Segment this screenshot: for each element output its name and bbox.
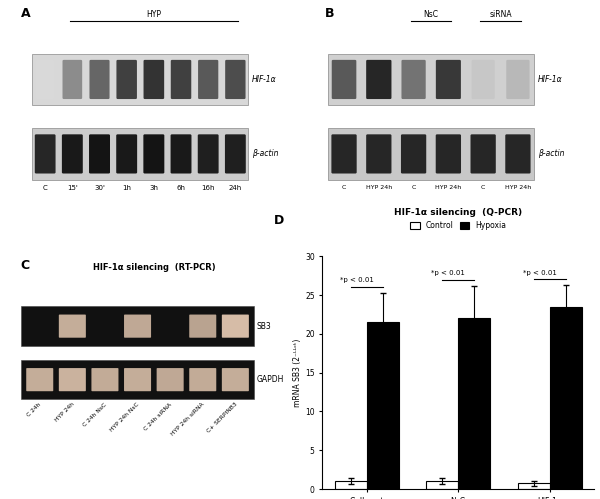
- Text: C 24h siRNA: C 24h siRNA: [143, 402, 173, 432]
- Text: HYP: HYP: [146, 10, 161, 19]
- FancyBboxPatch shape: [36, 60, 55, 99]
- FancyBboxPatch shape: [170, 134, 191, 174]
- Text: 15': 15': [67, 185, 78, 191]
- FancyBboxPatch shape: [225, 60, 245, 99]
- FancyBboxPatch shape: [143, 60, 164, 99]
- FancyBboxPatch shape: [189, 368, 216, 391]
- FancyBboxPatch shape: [331, 134, 356, 174]
- FancyBboxPatch shape: [32, 128, 248, 180]
- FancyBboxPatch shape: [401, 60, 426, 99]
- FancyBboxPatch shape: [35, 134, 56, 174]
- Text: C: C: [412, 185, 416, 190]
- FancyBboxPatch shape: [505, 134, 530, 174]
- Text: HYP 24h: HYP 24h: [365, 185, 392, 190]
- Text: C: C: [342, 185, 346, 190]
- FancyBboxPatch shape: [436, 134, 461, 174]
- Text: 24h: 24h: [229, 185, 242, 191]
- Text: 30': 30': [94, 185, 105, 191]
- Bar: [426, 481, 458, 489]
- FancyBboxPatch shape: [436, 60, 461, 99]
- Text: β-actin: β-actin: [252, 149, 278, 158]
- Text: A: A: [21, 7, 31, 20]
- Text: *p < 0.01: *p < 0.01: [340, 277, 374, 283]
- Y-axis label: mRNA SB3 (2⁻ᴸᴸᶜᵗ): mRNA SB3 (2⁻ᴸᴸᶜᵗ): [293, 338, 302, 407]
- FancyBboxPatch shape: [157, 368, 184, 391]
- FancyBboxPatch shape: [222, 368, 249, 391]
- FancyBboxPatch shape: [171, 60, 191, 99]
- FancyBboxPatch shape: [21, 306, 254, 346]
- Legend: Control, Hypoxia: Control, Hypoxia: [407, 218, 509, 234]
- FancyBboxPatch shape: [26, 368, 53, 391]
- FancyBboxPatch shape: [116, 134, 137, 174]
- Text: HIF-1α: HIF-1α: [538, 75, 562, 84]
- Text: β-actin: β-actin: [538, 149, 564, 158]
- Bar: [458, 318, 490, 489]
- Text: *p < 0.01: *p < 0.01: [523, 269, 557, 276]
- FancyBboxPatch shape: [32, 54, 248, 105]
- FancyBboxPatch shape: [472, 60, 495, 99]
- Text: GAPDH: GAPDH: [256, 375, 284, 384]
- Text: HYP 24h: HYP 24h: [54, 402, 75, 423]
- FancyBboxPatch shape: [225, 134, 246, 174]
- Text: C: C: [21, 258, 30, 271]
- FancyBboxPatch shape: [59, 314, 86, 338]
- FancyBboxPatch shape: [124, 368, 151, 391]
- Text: 1h: 1h: [122, 185, 131, 191]
- Text: C 24h NsC: C 24h NsC: [82, 402, 107, 427]
- Text: B: B: [325, 7, 335, 20]
- Text: HYP 24h siRNA: HYP 24h siRNA: [170, 402, 205, 437]
- Text: siRNA: siRNA: [489, 10, 512, 19]
- Bar: [335, 481, 367, 489]
- FancyBboxPatch shape: [222, 314, 249, 338]
- Text: 6h: 6h: [176, 185, 185, 191]
- FancyBboxPatch shape: [124, 314, 151, 338]
- Text: HYP 24h: HYP 24h: [505, 185, 531, 190]
- FancyBboxPatch shape: [89, 134, 110, 174]
- FancyBboxPatch shape: [189, 314, 216, 338]
- FancyBboxPatch shape: [366, 60, 391, 99]
- Text: SB3: SB3: [256, 322, 271, 331]
- Text: HIF-1α: HIF-1α: [252, 75, 277, 84]
- FancyBboxPatch shape: [332, 60, 356, 99]
- FancyBboxPatch shape: [328, 54, 534, 105]
- FancyBboxPatch shape: [328, 128, 534, 180]
- FancyBboxPatch shape: [91, 368, 118, 391]
- FancyBboxPatch shape: [143, 134, 164, 174]
- Text: C+ SERPINB3: C+ SERPINB3: [206, 402, 238, 434]
- Text: HYP 24h: HYP 24h: [435, 185, 461, 190]
- FancyBboxPatch shape: [21, 360, 254, 399]
- Text: D: D: [274, 215, 284, 228]
- Text: NsC: NsC: [424, 10, 439, 19]
- FancyBboxPatch shape: [506, 60, 530, 99]
- Bar: [550, 307, 581, 489]
- FancyBboxPatch shape: [59, 368, 86, 391]
- Text: HIF-1α silencing  (RT-PCR): HIF-1α silencing (RT-PCR): [92, 263, 215, 272]
- Bar: [518, 483, 550, 489]
- Bar: [367, 322, 398, 489]
- FancyBboxPatch shape: [366, 134, 391, 174]
- Text: C: C: [43, 185, 47, 191]
- FancyBboxPatch shape: [116, 60, 137, 99]
- Text: *p < 0.01: *p < 0.01: [431, 270, 465, 276]
- Text: C 24h: C 24h: [26, 402, 43, 418]
- FancyBboxPatch shape: [62, 60, 82, 99]
- Text: HYP 24h NsC: HYP 24h NsC: [109, 402, 140, 433]
- Title: HIF-1α silencing  (Q-PCR): HIF-1α silencing (Q-PCR): [394, 208, 522, 217]
- FancyBboxPatch shape: [401, 134, 426, 174]
- Text: C: C: [481, 185, 485, 190]
- Text: 3h: 3h: [149, 185, 158, 191]
- Text: 16h: 16h: [202, 185, 215, 191]
- FancyBboxPatch shape: [62, 134, 83, 174]
- FancyBboxPatch shape: [198, 60, 218, 99]
- FancyBboxPatch shape: [198, 134, 218, 174]
- FancyBboxPatch shape: [470, 134, 496, 174]
- FancyBboxPatch shape: [89, 60, 110, 99]
